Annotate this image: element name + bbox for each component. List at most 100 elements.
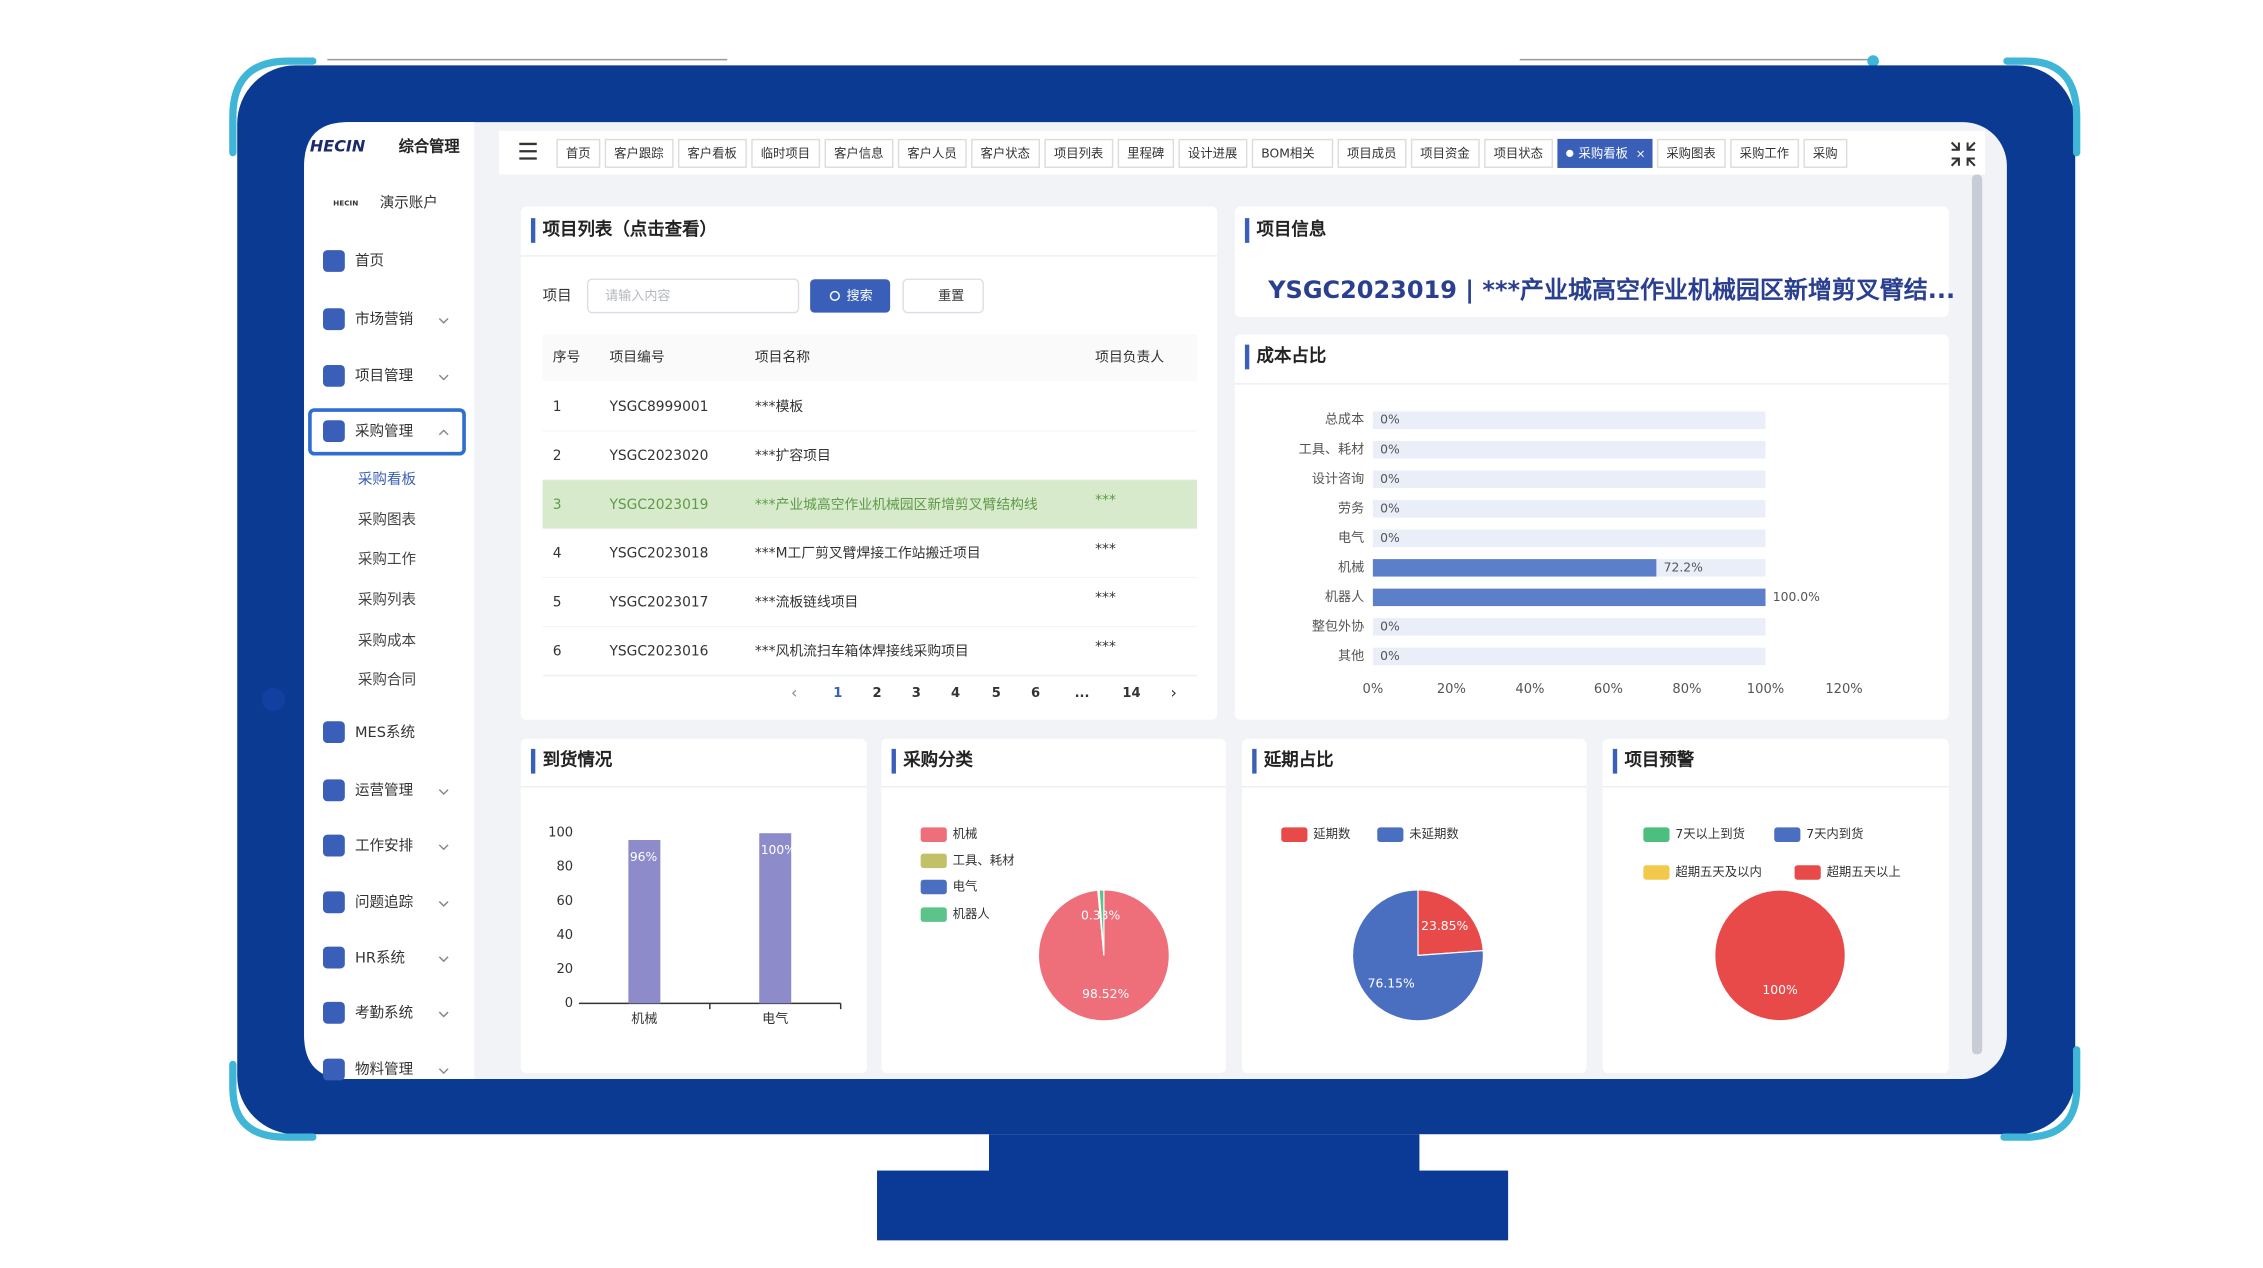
- tab[interactable]: [604, 138, 674, 168]
- app-title: 综合管理: [399, 137, 461, 155]
- title-bar: [1244, 218, 1250, 243]
- menu-item[interactable]: 运营管理: [355, 782, 414, 799]
- chevron: [438, 1068, 449, 1075]
- tab[interactable]: [824, 138, 894, 168]
- menu-item[interactable]: 考勤系统: [355, 1005, 413, 1022]
- y-tick-label: 0: [565, 996, 573, 1011]
- table-row[interactable]: [542, 480, 1197, 530]
- y-tick-label: 其他: [1338, 648, 1364, 664]
- chevron: [438, 374, 449, 381]
- table-row[interactable]: [542, 577, 1197, 627]
- tab[interactable]: [1178, 138, 1248, 168]
- submenu-item[interactable]: 采购成本: [358, 632, 417, 649]
- value-label: 100.0%: [1773, 590, 1820, 604]
- y-tick-label: 100: [548, 826, 573, 841]
- page-prev[interactable]: ‹: [791, 683, 797, 702]
- table-cell: 1: [553, 399, 562, 415]
- logo: HECIN: [310, 136, 366, 155]
- legend-swatch: [1643, 865, 1670, 880]
- menu-item[interactable]: 项目管理: [355, 368, 414, 385]
- legend-label: 7天内到货: [1806, 826, 1863, 841]
- menu-item[interactable]: HR系统: [355, 949, 405, 966]
- submenu-item[interactable]: 采购图表: [358, 512, 417, 529]
- tab[interactable]: [1484, 138, 1554, 168]
- submenu-item[interactable]: 采购看板: [358, 470, 417, 488]
- menu-icon: [323, 308, 345, 331]
- page-number[interactable]: 3: [912, 686, 921, 701]
- tab[interactable]: [1337, 138, 1407, 168]
- page-number[interactable]: 2: [872, 686, 881, 701]
- account-logo: HECIN: [333, 199, 358, 208]
- submenu-item[interactable]: 采购列表: [358, 592, 417, 609]
- pie-slice: [1352, 889, 1484, 1022]
- tab[interactable]: [1117, 138, 1175, 168]
- tab[interactable]: [1251, 138, 1334, 168]
- menu-toggle[interactable]: [519, 142, 537, 160]
- submenu-item[interactable]: 采购工作: [358, 551, 416, 568]
- tab[interactable]: [1410, 138, 1480, 168]
- menu-item[interactable]: 首页: [355, 253, 384, 270]
- search-input[interactable]: [586, 278, 800, 314]
- x-tick-label: 80%: [1672, 682, 1701, 697]
- table-row[interactable]: [542, 529, 1197, 578]
- fullscreen-icon[interactable]: [1950, 141, 1976, 167]
- tab[interactable]: [556, 138, 601, 168]
- tab[interactable]: [751, 138, 821, 168]
- value-label: 100%: [1762, 983, 1798, 997]
- chevron: [438, 317, 449, 324]
- page-number[interactable]: 1: [833, 686, 842, 701]
- tab[interactable]: [1557, 138, 1653, 168]
- chevron: [438, 429, 449, 436]
- legend-label: 未延期数: [1409, 826, 1458, 841]
- page-number[interactable]: 6: [1031, 686, 1040, 701]
- y-tick-label: 劳务: [1338, 500, 1364, 516]
- page-number[interactable]: ...: [1075, 686, 1090, 701]
- menu-item[interactable]: MES系统: [355, 724, 415, 741]
- reset-button[interactable]: [902, 278, 984, 314]
- tab-label: 客户跟踪: [614, 146, 663, 161]
- page-number[interactable]: 14: [1122, 686, 1140, 701]
- x-tick-label: 20%: [1437, 682, 1466, 697]
- tab[interactable]: [677, 138, 747, 168]
- table-cell: ***流板链线项目: [755, 595, 858, 611]
- tab-close: ×: [1636, 147, 1646, 161]
- table-cell: YSGC2023018: [608, 546, 708, 562]
- search-button[interactable]: [810, 279, 891, 313]
- menu-item[interactable]: 问题追踪: [355, 894, 414, 911]
- tab[interactable]: [1730, 138, 1800, 168]
- menu-icon: [323, 1001, 345, 1024]
- tab[interactable]: [971, 138, 1041, 168]
- panel: [881, 738, 1227, 1074]
- table-row[interactable]: [542, 382, 1197, 432]
- tab[interactable]: [1656, 138, 1726, 168]
- menu-item[interactable]: 工作安排: [355, 837, 413, 854]
- table-row[interactable]: [542, 431, 1197, 481]
- menu-item[interactable]: 物料管理: [355, 1061, 414, 1078]
- legend-swatch: [1794, 865, 1821, 880]
- stand-neck: [988, 1134, 1420, 1175]
- tab[interactable]: [1044, 138, 1114, 168]
- page-next[interactable]: ›: [1170, 683, 1176, 702]
- value-label: 0%: [1380, 531, 1400, 545]
- chevron: [438, 844, 449, 851]
- legend-label: 7天以上到货: [1675, 826, 1745, 841]
- menu-item[interactable]: 市场营销: [355, 311, 413, 328]
- chevron: [438, 789, 449, 795]
- menu-item[interactable]: 采购管理: [355, 423, 414, 440]
- bar-track: [1372, 529, 1766, 548]
- tab-label: 项目列表: [1054, 147, 1103, 161]
- table-cell: ***: [1095, 590, 1116, 606]
- y-tick-label: 整包外协: [1312, 618, 1364, 634]
- table-cell: 4: [553, 546, 562, 562]
- page-number[interactable]: 4: [951, 686, 960, 701]
- pie-slice: [1713, 889, 1847, 1022]
- page-number[interactable]: 5: [992, 686, 1001, 701]
- tab[interactable]: [1803, 138, 1848, 168]
- table-row[interactable]: [542, 626, 1197, 676]
- submenu-item[interactable]: 采购合同: [358, 672, 416, 689]
- tab[interactable]: [897, 138, 967, 168]
- table-cell: 6: [553, 643, 562, 659]
- legend-label: 延期数: [1313, 826, 1350, 841]
- panel-title: 采购分类: [902, 750, 973, 771]
